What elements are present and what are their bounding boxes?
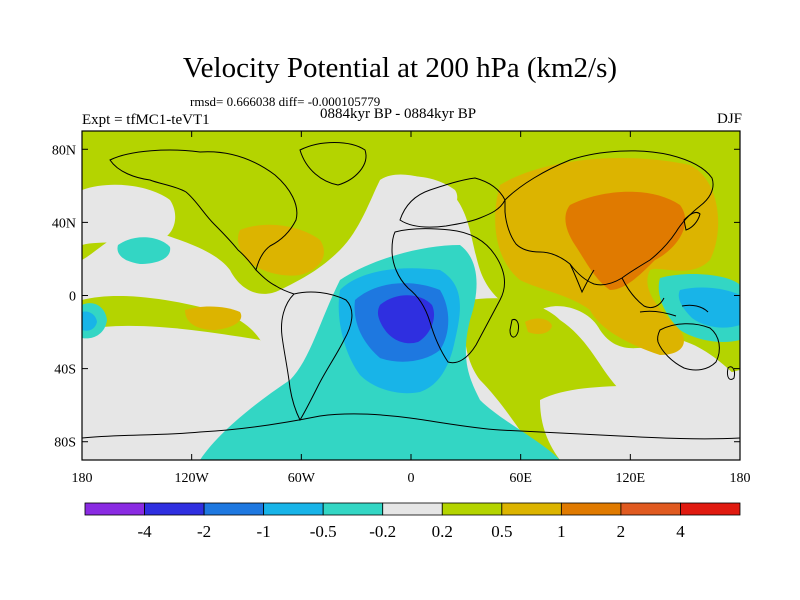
field-neutral-sind: [540, 370, 740, 460]
colorbar-swatch: [441, 502, 503, 516]
coast-japan: [683, 211, 701, 231]
season-label: DJF: [716, 111, 742, 127]
field-pos-light-ind: [525, 318, 552, 334]
coastlines: [82, 142, 740, 440]
colorbar-swatch: [203, 502, 265, 516]
coast-north-america: [109, 149, 298, 272]
coast-greenland: [299, 142, 367, 186]
colorbar-swatch: [680, 502, 741, 516]
experiment-label: Expt = tfMC1-teVT1: [82, 112, 210, 128]
colorbar-label: 0.5: [491, 522, 512, 541]
x-tick-label: 0: [408, 471, 415, 486]
coast-australia: [657, 323, 720, 371]
colorbar-swatch: [322, 502, 384, 516]
colorbar-swatch: [144, 502, 205, 516]
field-pos-light-spac: [185, 306, 242, 330]
period-text: 0884kyr BP - 0884kyr BP: [320, 106, 477, 122]
x-tick-label: 120W: [175, 471, 210, 486]
colorbar-swatch: [382, 502, 443, 516]
coast-indonesia: [639, 304, 709, 317]
colorbar-swatch: [560, 502, 622, 516]
colorbar-swatch: [84, 502, 145, 516]
field-neg-light-date: [82, 311, 97, 331]
stats-text: rmsd= 0.666038 diff= -0.000105779: [190, 94, 381, 109]
colorbar-label: 4: [676, 522, 685, 541]
field-neg-light-mc: [678, 287, 740, 328]
x-tick-label: 60W: [288, 471, 316, 486]
field-pos-light-namer: [237, 224, 324, 276]
colorbar-label: 2: [617, 522, 626, 541]
coast-india: [569, 263, 595, 294]
y-tick-label: 80N: [52, 143, 76, 158]
colorbar-label: 1: [557, 522, 566, 541]
x-tick-label: 180: [730, 471, 751, 486]
colorbar: -4 -2 -1 -0.5 -0.2 0.2 0.5 1 2 4: [84, 502, 741, 541]
coast-antarctica: [82, 413, 740, 440]
field-neutral-npac: [82, 184, 176, 245]
x-tick-label: 180: [72, 471, 93, 486]
y-tick-label: 0: [69, 290, 76, 305]
colorbar-label: -0.5: [310, 522, 337, 541]
coast-central-america: [255, 269, 295, 295]
field-neutral-spac: [82, 325, 274, 460]
coast-asia: [504, 150, 714, 286]
colorbar-label: -4: [137, 522, 152, 541]
coast-madagascar: [509, 319, 519, 338]
colorbar-label: -2: [197, 522, 211, 541]
map-title: Velocity Potential at 200 hPa (km2/s): [182, 52, 618, 84]
axis-ticks: 180 120W 60W 0 60E 120E 180 80N 40N 0 40S 80S: [52, 131, 751, 486]
coast-south-america: [281, 291, 353, 422]
y-tick-label: 40N: [52, 216, 76, 231]
x-tick-label: 120E: [616, 471, 646, 486]
field-neg-strong-atl: [377, 295, 435, 344]
y-tick-label: 80S: [54, 436, 76, 451]
field-pos-mid-asia: [565, 191, 686, 290]
y-tick-label: 40S: [54, 363, 76, 378]
colorbar-label: 0.2: [432, 522, 453, 541]
colorbar-swatch: [620, 502, 681, 516]
field-neg-weak-wpac: [117, 237, 171, 264]
x-tick-label: 60E: [509, 471, 532, 486]
colorbar-swatch: [263, 502, 324, 516]
field-neutral-natl: [380, 176, 458, 237]
colorbar-swatch: [501, 502, 562, 516]
coast-africa: [391, 228, 506, 364]
colorbar-label: -1: [257, 522, 271, 541]
map-field: [82, 131, 740, 460]
colorbar-label: -0.2: [369, 522, 396, 541]
coast-new-zealand: [727, 366, 735, 381]
coast-se-asia: [621, 277, 665, 309]
